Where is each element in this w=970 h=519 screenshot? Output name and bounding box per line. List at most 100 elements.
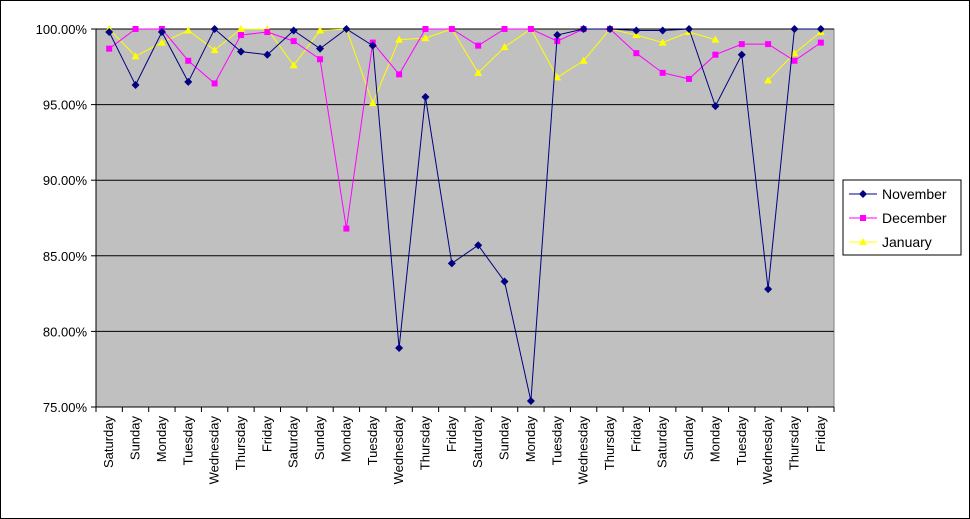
legend-marker	[860, 215, 866, 221]
data-point	[764, 285, 773, 294]
y-tick-label: 95.00%	[43, 98, 88, 113]
data-point	[157, 28, 166, 37]
x-tick-label: Tuesday	[365, 416, 380, 466]
x-tick-label: Saturday	[101, 416, 116, 469]
data-point	[579, 56, 588, 64]
data-point	[685, 25, 694, 33]
x-tick-label: Sunday	[497, 416, 512, 461]
x-tick-label: Friday	[259, 416, 274, 453]
data-point	[289, 61, 298, 69]
data-point	[658, 26, 667, 35]
x-tick-label: Tuesday	[734, 416, 749, 466]
data-point	[395, 35, 404, 43]
data-point	[236, 47, 245, 56]
data-point	[816, 25, 825, 33]
data-point	[343, 225, 350, 232]
data-point	[526, 396, 535, 405]
data-point	[738, 41, 745, 48]
data-point	[368, 41, 377, 50]
data-point	[659, 69, 666, 76]
y-tick-label: 100.00%	[36, 22, 88, 37]
data-point	[421, 34, 430, 42]
data-point	[658, 38, 667, 46]
data-point	[632, 31, 641, 39]
x-tick-label: Sunday	[312, 416, 327, 461]
data-point	[790, 49, 799, 57]
x-tick-label: Wednesday	[760, 416, 775, 485]
data-point	[290, 38, 297, 45]
data-point	[210, 46, 219, 54]
series-january	[105, 25, 825, 107]
data-point	[184, 77, 193, 86]
x-tick-label: Friday	[813, 416, 828, 453]
x-tick-label: Saturday	[286, 416, 301, 469]
data-point	[185, 57, 192, 64]
data-point	[237, 32, 244, 39]
data-point	[765, 41, 772, 48]
series-line	[108, 28, 716, 105]
x-tick-label: Wednesday	[576, 416, 591, 485]
y-tick-label: 85.00%	[43, 249, 88, 264]
data-point	[475, 42, 482, 49]
x-tick-label: Thursday	[602, 416, 617, 471]
data-point	[132, 26, 139, 32]
data-point	[791, 57, 798, 64]
series-november	[105, 25, 825, 405]
series-line	[108, 28, 821, 402]
data-point	[368, 99, 377, 107]
data-point	[316, 26, 325, 34]
data-point	[474, 68, 483, 76]
data-point	[500, 277, 509, 286]
data-point	[447, 259, 456, 268]
data-point	[711, 102, 720, 111]
x-tick-label: Saturday	[655, 416, 670, 469]
x-tick-label: Monday	[523, 416, 538, 463]
x-tick-label: Sunday	[681, 416, 696, 461]
axes: 75.00% 80.00% 85.00% 90.00% 95.00% 100.00% Sat…	[36, 22, 835, 485]
x-tick-label: Saturday	[470, 416, 485, 469]
x-tick-label: Thursday	[233, 416, 248, 471]
data-point	[553, 31, 562, 40]
x-tick-label: Friday	[628, 416, 643, 453]
data-point	[790, 25, 799, 33]
data-point	[157, 38, 166, 46]
data-point	[131, 80, 140, 89]
y-tick-label: 75.00%	[43, 400, 88, 415]
x-tick-label: Monday	[338, 416, 353, 463]
data-point	[527, 26, 534, 32]
data-point	[236, 25, 245, 32]
x-tick-label: Tuesday	[549, 416, 564, 466]
x-tick-label: Tuesday	[180, 416, 195, 466]
legend: November December January	[842, 179, 962, 256]
data-point	[686, 75, 693, 82]
legend-label: November	[882, 186, 947, 202]
data-point	[184, 26, 193, 34]
data-point	[316, 44, 325, 53]
data-point	[395, 344, 404, 353]
x-tick-label: Wednesday	[391, 416, 406, 485]
plot-background	[95, 28, 835, 408]
plot-area	[95, 28, 835, 408]
data-point	[342, 25, 351, 33]
x-tick-label: Monday	[154, 416, 169, 463]
y-tick-label: 80.00%	[43, 324, 88, 339]
x-tick-label: Sunday	[128, 416, 143, 461]
data-point	[422, 26, 429, 32]
data-point	[633, 50, 640, 57]
data-point	[764, 76, 773, 84]
legend-label: January	[882, 234, 932, 250]
x-tick-label: Wednesday	[207, 416, 222, 485]
data-point	[737, 50, 746, 59]
data-point	[421, 93, 430, 102]
data-point	[289, 26, 298, 35]
data-point	[817, 39, 824, 46]
x-tick-label: Thursday	[786, 416, 801, 471]
gridlines	[96, 28, 834, 332]
data-point	[501, 26, 508, 32]
series-layer	[105, 25, 825, 405]
data-point	[131, 52, 140, 60]
legend-marker	[859, 190, 867, 198]
data-point	[579, 25, 588, 33]
